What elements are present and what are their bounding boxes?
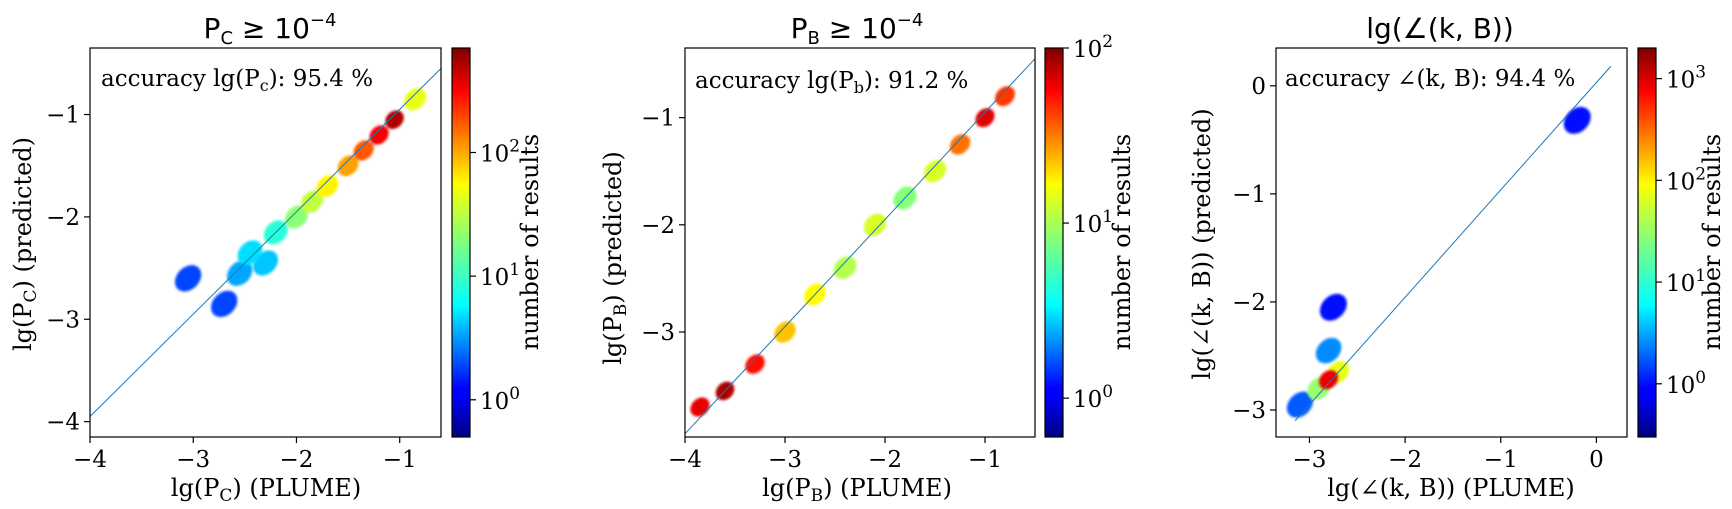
panel-1-title: PC ≥ 10−4 [204, 10, 337, 49]
y-tick-label: −2 [641, 213, 675, 239]
panel-2: PB ≥ 10−4 −4 −3 −2 −1 −3 −2 −1 accuracy lg(Pb… [599, 10, 1136, 506]
panel-1-axes-frame [89, 47, 442, 438]
density-cell [1286, 391, 1313, 418]
y-tick-label: −3 [1232, 398, 1266, 424]
x-tick-label: −1 [1484, 447, 1518, 473]
density-cell [1319, 370, 1339, 390]
density-cell [690, 397, 710, 417]
panel-2-yticks: −3 −2 −1 [641, 106, 685, 346]
density-cell [353, 140, 374, 161]
panel-1-diagonal [89, 68, 442, 417]
y-tick-label: −3 [46, 307, 80, 333]
panel-3-colorbar-label: number of results [1698, 134, 1726, 350]
density-cell [995, 86, 1015, 107]
panel-2-heatmap [690, 86, 1015, 417]
y-tick-label: −4 [46, 410, 80, 436]
panel-3-accuracy-annotation: accuracy ∠(k, B): 94.4 % [1285, 66, 1575, 92]
density-cell [745, 354, 765, 374]
panel-3: lg(∠(k, B)) −3 −2 −1 0 −3 −2 −1 0 accuracy ∠(k… [1188, 12, 1726, 502]
density-cell [949, 134, 971, 155]
density-cell [174, 265, 202, 292]
density-cell [1563, 106, 1591, 134]
y-tick-label: −1 [641, 106, 675, 132]
panel-2-colorbar-label: number of results [1108, 134, 1136, 350]
panel-2-diagonal [684, 58, 1036, 435]
density-cell [774, 321, 796, 343]
panel-3-heatmap [1286, 106, 1591, 418]
x-tick-label: −3 [176, 447, 210, 473]
panel-2-axes-frame [684, 47, 1036, 438]
x-tick-label: −4 [668, 447, 702, 473]
x-tick-label: −1 [968, 447, 1002, 473]
density-cell [404, 88, 427, 111]
x-tick-label: −2 [1388, 447, 1422, 473]
density-cell [1315, 337, 1342, 364]
colorbar-tick-label: 100 [1666, 368, 1706, 399]
density-cell [833, 256, 857, 280]
panel-3-axes-frame [1275, 47, 1628, 438]
y-tick-label: −1 [46, 103, 80, 129]
x-tick-label: −3 [1293, 447, 1327, 473]
density-cell [369, 125, 389, 145]
panel-1: PC ≥ 10−4 −4 −3 −2 −1 −4 −3 −2 −1 accuracy lg(… [9, 10, 544, 506]
x-tick-label: −4 [73, 447, 107, 473]
x-tick-label: −2 [280, 447, 314, 473]
density-cell [863, 213, 887, 236]
x-tick-label: 0 [1589, 447, 1604, 473]
panel-3-yticks: −3 −2 −1 0 [1232, 74, 1276, 424]
colorbar-tick-label: 102 [1073, 32, 1113, 63]
panel-1-yticks: −4 −3 −2 −1 [46, 103, 90, 436]
panel-2-xlabel: lg(PB) (PLUME) [762, 474, 952, 506]
panel-3-title: lg(∠(k, B)) [1366, 12, 1514, 45]
panel-2-title: PB ≥ 10−4 [791, 10, 924, 49]
panel-3-ylabel: lg(∠(k, B)) (predicted) [1188, 108, 1216, 379]
panel-2-colorbar [1044, 47, 1064, 438]
colorbar-tick-label: 100 [480, 384, 520, 415]
panel-1-colorbar-label: number of results [516, 134, 544, 350]
density-cell [300, 190, 324, 213]
panel-3-xlabel: lg(∠(k, B)) (PLUME) [1327, 474, 1575, 502]
panel-1-accuracy-annotation: accuracy lg(Pc): 95.4 % [101, 66, 373, 95]
panel-1-colorbar-ticks: 100 101 102 [470, 136, 520, 415]
panel-2-accuracy-annotation: accuracy lg(Pb): 91.2 % [695, 68, 968, 97]
density-cell [211, 290, 238, 318]
panel-1-colorbar [451, 47, 471, 438]
panel-3-colorbar [1637, 47, 1657, 438]
panel-1-heatmap [174, 88, 427, 318]
x-tick-label: −3 [768, 447, 802, 473]
y-tick-label: −1 [1232, 182, 1266, 208]
y-tick-label: 0 [1251, 74, 1266, 100]
x-tick-label: −1 [383, 447, 417, 473]
panel-2-xticks: −4 −3 −2 −1 [668, 437, 1002, 473]
panel-1-xlabel: lg(PC) (PLUME) [171, 474, 361, 506]
panel-1-xticks: −4 −3 −2 −1 [73, 437, 417, 473]
colorbar-tick-label: 102 [480, 136, 520, 167]
colorbar-tick-label: 103 [1666, 63, 1706, 94]
density-cell [923, 160, 947, 183]
panel-2-ylabel: lg(PB) (predicted) [599, 151, 631, 365]
density-cell [316, 175, 339, 198]
panel-3-diagonal [1294, 66, 1612, 422]
x-tick-label: −2 [868, 447, 902, 473]
density-cell [226, 260, 253, 286]
panel-1-ylabel: lg(PC) (predicted) [9, 137, 41, 351]
colorbar-tick-label: 101 [480, 260, 520, 291]
density-cell [385, 110, 404, 130]
density-cell [284, 205, 309, 229]
density-cell [1319, 293, 1347, 321]
density-cell [337, 155, 359, 177]
y-tick-label: −2 [46, 205, 80, 231]
density-cell [237, 240, 263, 266]
y-tick-label: −3 [641, 320, 675, 346]
y-tick-label: −2 [1232, 290, 1266, 316]
colorbar-tick-label: 100 [1073, 382, 1113, 413]
panel-3-xticks: −3 −2 −1 0 [1293, 437, 1604, 473]
density-cell [975, 108, 995, 128]
